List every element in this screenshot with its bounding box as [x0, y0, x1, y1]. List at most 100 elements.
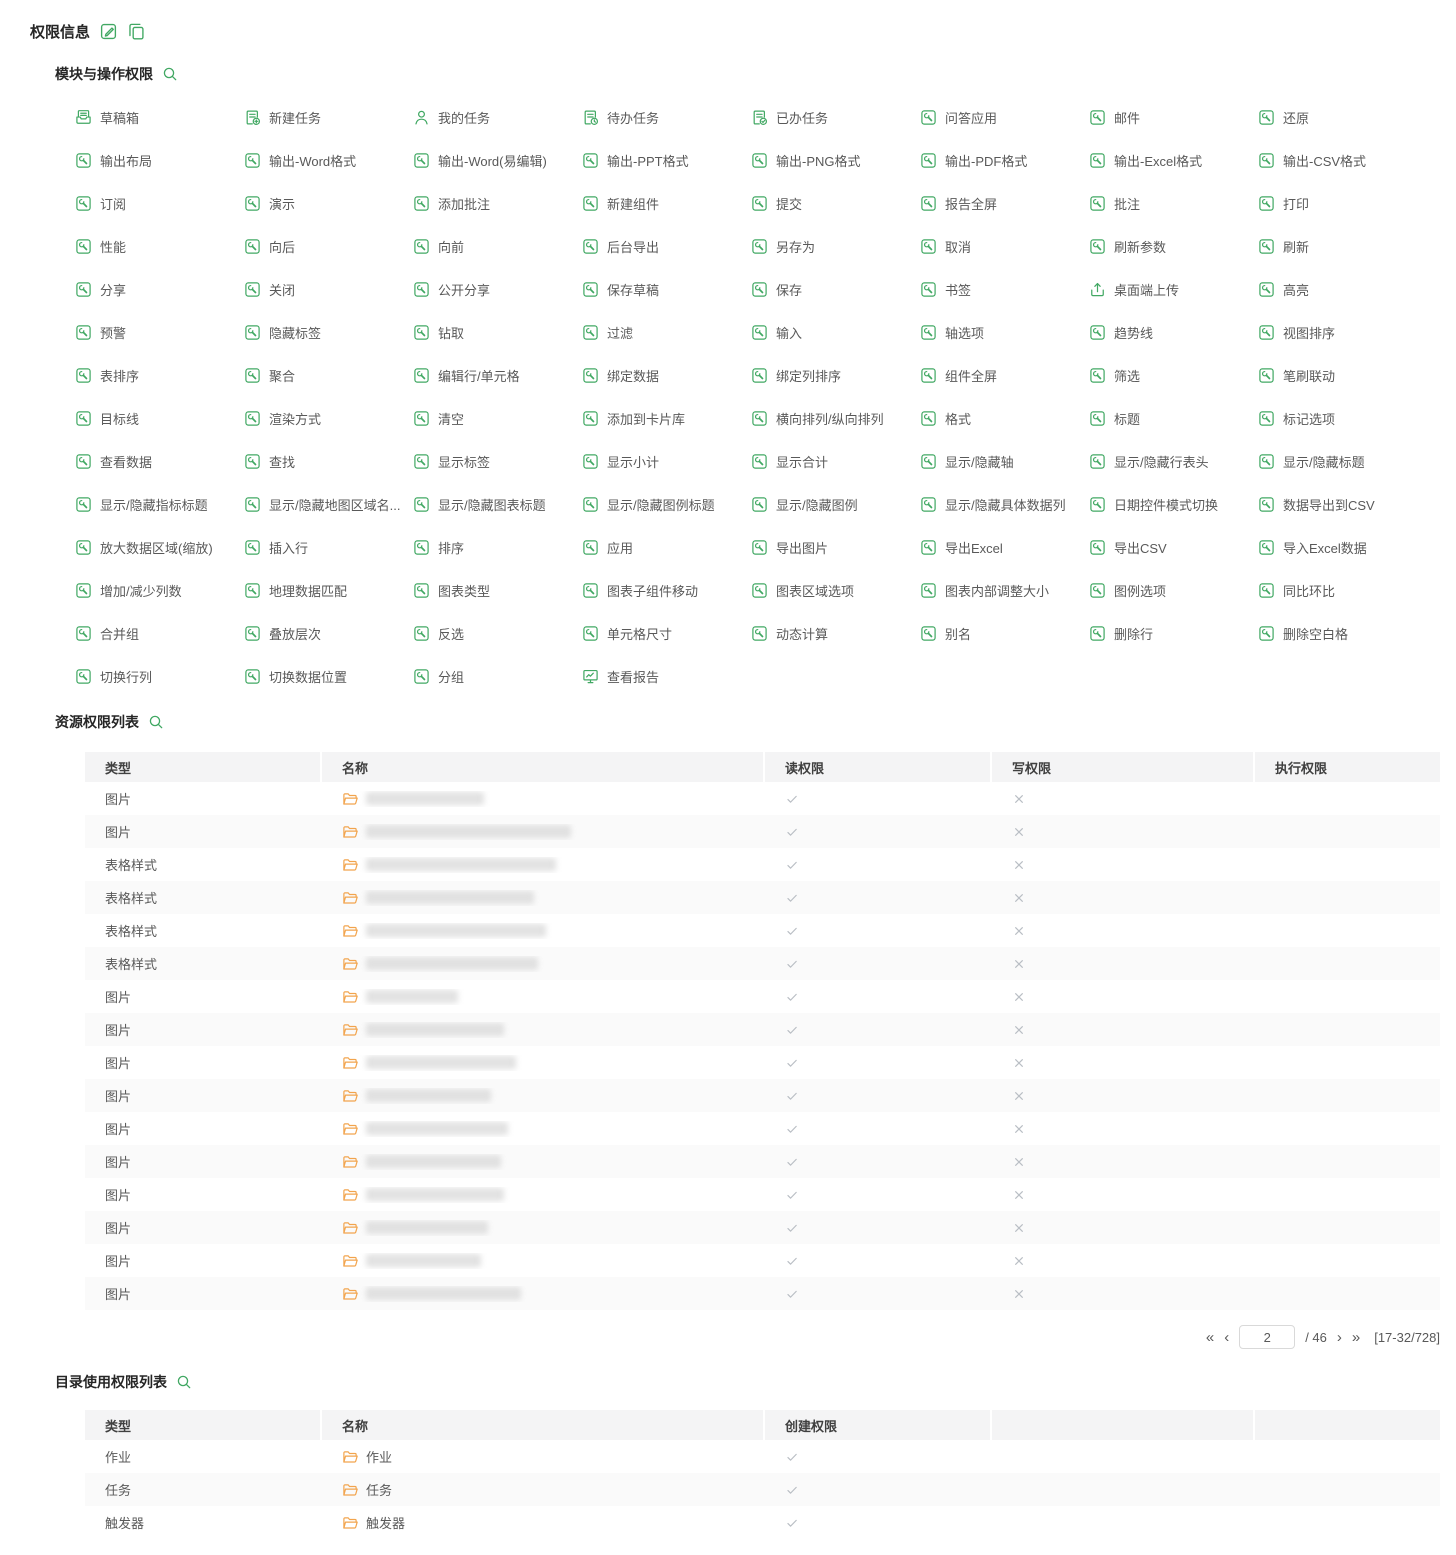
permission-item-label: 订阅: [100, 197, 127, 212]
cross-icon: [1012, 1221, 1026, 1235]
permission-item: 过滤: [582, 323, 751, 342]
wrench-icon: [920, 367, 937, 384]
column-header: 名称: [322, 1410, 765, 1440]
next-page-button[interactable]: ›: [1336, 1328, 1342, 1346]
permission-item-label: 图表区域选项: [776, 584, 855, 599]
table-row: 图片: [85, 1046, 1440, 1079]
edit-icon[interactable]: [99, 22, 118, 41]
copy-icon[interactable]: [127, 22, 146, 41]
permission-item-label: 过滤: [607, 326, 634, 341]
folder-icon: [342, 1154, 358, 1170]
redacted-resource-name: [366, 1122, 508, 1135]
page-number-input[interactable]: [1239, 1325, 1296, 1349]
permission-item: 保存草稿: [582, 280, 751, 299]
permission-item: 图表区域选项: [751, 581, 920, 600]
permission-item-label: 视图排序: [1283, 326, 1336, 341]
prev-page-button[interactable]: ‹: [1224, 1328, 1230, 1346]
permission-item-label: 应用: [607, 541, 634, 556]
permission-item-label: 添加到卡片库: [607, 412, 686, 427]
table-cell: [765, 1122, 992, 1136]
cross-icon: [1012, 924, 1026, 938]
permission-item: 保存: [751, 280, 920, 299]
table-cell: [765, 1221, 992, 1235]
table-row: 图片: [85, 1211, 1440, 1244]
cross-icon: [1012, 1188, 1026, 1202]
wrench-icon: [244, 539, 261, 556]
table-cell: 触发器: [322, 1513, 765, 1532]
permission-item-label: 保存草稿: [607, 283, 660, 298]
wrench-icon: [413, 668, 430, 685]
permission-item: 删除行: [1089, 624, 1258, 643]
resource-type: 图片: [105, 825, 132, 840]
search-icon[interactable]: [148, 714, 164, 730]
permission-item: 待办任务: [582, 108, 751, 127]
wrench-icon: [920, 152, 937, 169]
permission-item-label: 显示/隐藏图表标题: [438, 498, 546, 513]
permission-item-label: 别名: [945, 627, 972, 642]
permission-item-label: 标题: [1114, 412, 1141, 427]
table-row: 表格样式: [85, 914, 1440, 947]
table-row: 任务 任务: [85, 1473, 1440, 1506]
permission-item-label: 邮件: [1114, 111, 1141, 126]
last-page-button[interactable]: »: [1351, 1328, 1361, 1346]
folder-icon: [342, 1482, 358, 1498]
item-range-label: [17-32/728]: [1374, 1329, 1440, 1345]
permission-item: 我的任务: [413, 108, 582, 127]
directory-permission-section: 目录使用权限列表 类型 名称 创建权限 作业 作业 任务 任务 触发器 触发器: [55, 1372, 1440, 1539]
first-page-button[interactable]: «: [1205, 1328, 1215, 1346]
wrench-icon: [75, 496, 92, 513]
table-cell: 表格样式: [85, 855, 322, 874]
permission-item: 输出-Word(易编辑): [413, 151, 582, 170]
permission-item-label: 查看数据: [100, 455, 153, 470]
permission-item-label: 显示/隐藏标题: [1283, 455, 1365, 470]
wrench-icon: [1089, 152, 1106, 169]
permission-item: 后台导出: [582, 237, 751, 256]
wrench-icon: [1258, 324, 1275, 341]
permission-item-label: 显示/隐藏图例: [776, 498, 858, 513]
table-cell: [765, 1483, 992, 1497]
check-icon: [785, 990, 799, 1004]
wrench-icon: [582, 152, 599, 169]
permission-item-label: 分享: [100, 283, 127, 298]
wrench-icon: [1258, 195, 1275, 212]
directory-name: 任务: [366, 1483, 393, 1498]
search-icon[interactable]: [176, 1374, 192, 1390]
permission-item: 绑定列排序: [751, 366, 920, 385]
wrench-icon: [582, 625, 599, 642]
permission-item: 标记选项: [1258, 409, 1427, 428]
redacted-resource-name: [366, 891, 534, 904]
column-header: [992, 1410, 1255, 1440]
check-icon: [785, 1254, 799, 1268]
table-cell: [322, 1187, 765, 1203]
permission-item: 显示小计: [582, 452, 751, 471]
permission-item: 添加到卡片库: [582, 409, 751, 428]
permission-item-label: 清空: [438, 412, 465, 427]
search-icon[interactable]: [162, 66, 178, 82]
table-row: 图片: [85, 1277, 1440, 1310]
check-icon: [785, 1056, 799, 1070]
permission-item-label: 新建任务: [269, 111, 322, 126]
permission-item: 公开分享: [413, 280, 582, 299]
cross-icon: [1012, 1089, 1026, 1103]
new-task-icon: [244, 109, 261, 126]
table-cell: 表格样式: [85, 954, 322, 973]
wrench-icon: [920, 410, 937, 427]
column-header: 执行权限: [1255, 752, 1440, 782]
table-cell: [322, 923, 765, 939]
permission-item: 钻取: [413, 323, 582, 342]
permission-item: 邮件: [1089, 108, 1258, 127]
wrench-icon: [920, 582, 937, 599]
column-header: 类型: [85, 752, 322, 782]
table-cell: [322, 791, 765, 807]
table-cell: [322, 1220, 765, 1236]
table-cell: [765, 957, 992, 971]
permission-item: 显示/隐藏行表头: [1089, 452, 1258, 471]
permission-item: 桌面端上传: [1089, 280, 1258, 299]
permission-item: 草稿箱: [75, 108, 244, 127]
check-icon: [785, 924, 799, 938]
permission-item: 查找: [244, 452, 413, 471]
folder-icon: [342, 1515, 358, 1531]
permission-item-label: 增加/减少列数: [100, 584, 182, 599]
table-cell: [992, 1155, 1255, 1169]
